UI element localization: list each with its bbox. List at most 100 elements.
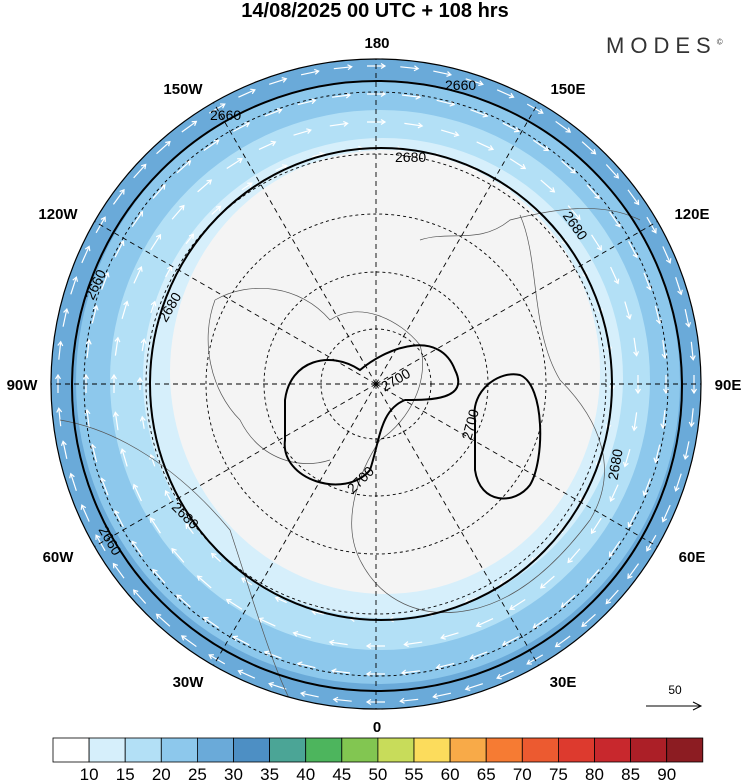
wind-arrow <box>469 651 488 660</box>
wind-arrow <box>332 696 352 703</box>
wind-arrow <box>464 683 484 691</box>
wind-arrow <box>567 205 581 221</box>
wind-arrow <box>210 552 221 563</box>
contour-label: 2680 <box>395 149 426 165</box>
lon-label-30e: 30E <box>550 674 577 691</box>
lon-label-120e: 120E <box>674 206 709 223</box>
wind-arrow <box>567 548 581 564</box>
wind-arrow <box>62 307 69 327</box>
wind-arrow <box>654 305 662 325</box>
wind-arrow <box>171 204 185 220</box>
wind-arrow <box>60 440 68 460</box>
wind-arrow <box>225 598 243 610</box>
longitude-labels: 180 150W 150E 120W 120E 90W 90E 60W 60E … <box>7 35 742 736</box>
colorbar-label: 10 <box>80 765 99 782</box>
height-contours <box>71 80 683 692</box>
wind-arrow <box>275 164 288 171</box>
colorbar-swatch <box>160 737 198 763</box>
wind-arrow <box>197 179 213 193</box>
meridian-line <box>375 221 658 385</box>
contour-2680 <box>149 147 613 621</box>
modes-logo: MODES© <box>606 33 723 59</box>
wind-arrow <box>605 164 620 179</box>
wind-arrow <box>112 411 119 431</box>
wind-arrow <box>509 599 526 610</box>
wind-arrow <box>683 441 690 461</box>
logo-text: MODES <box>606 33 717 58</box>
wind-arrow <box>631 412 638 432</box>
wind-arrow <box>56 407 63 427</box>
wind-arrow <box>80 504 90 522</box>
wind-arrow <box>642 478 651 497</box>
lon-label-60w: 60W <box>43 549 75 566</box>
contour-label: 2660 <box>210 107 241 123</box>
wind-arrow <box>85 338 92 359</box>
wind-arrow <box>661 504 671 523</box>
reference-arrowhead <box>692 701 703 711</box>
wind-arrow <box>333 64 353 71</box>
contour-2700-west <box>283 344 459 486</box>
wind-arrow <box>532 139 550 152</box>
lon-label-0: 0 <box>373 719 381 736</box>
meridian-line <box>94 221 377 385</box>
wind-arrow <box>150 517 161 534</box>
wind-arrow <box>661 340 668 360</box>
colorbar-swatch <box>521 737 559 763</box>
wind-arrow <box>258 140 277 150</box>
wind-arrow <box>465 78 484 87</box>
wind-arrow <box>404 122 424 129</box>
colorbar-label: 70 <box>513 765 532 782</box>
wind-arrow <box>114 336 121 356</box>
meridian-line <box>375 383 539 666</box>
wind-arrow <box>181 120 198 133</box>
wind-arrow <box>292 631 311 639</box>
wind-arrow <box>433 70 453 77</box>
lon-label-180: 180 <box>364 35 389 52</box>
graticule <box>51 59 701 709</box>
coastline-path <box>214 214 605 613</box>
wind-arrow <box>164 490 172 502</box>
wind-arrow <box>185 233 195 245</box>
wind-arrow <box>237 669 256 679</box>
wind-arrow <box>470 109 489 118</box>
wind-arrow <box>70 276 79 295</box>
wind-arrow <box>688 408 695 428</box>
colorbar-swatch <box>594 737 631 763</box>
colorbar-swatch <box>196 737 234 763</box>
wind-arrow <box>156 140 171 155</box>
wind-arrow <box>149 453 156 467</box>
wind-arrow <box>501 636 520 646</box>
colorbar-swatch <box>485 737 523 763</box>
wind-arrow <box>226 158 243 169</box>
wind-arrow <box>180 635 197 648</box>
lon-label-150w: 150W <box>163 81 203 98</box>
contour-2700-east <box>473 373 542 500</box>
wind-arrow <box>496 89 515 99</box>
wind-arrow <box>581 613 596 628</box>
wind-arrow <box>202 616 220 629</box>
wind-arrow <box>509 158 527 170</box>
wind-arrow <box>176 594 191 608</box>
colorbar-label: 50 <box>368 765 387 782</box>
colorbar-swatch <box>630 737 668 763</box>
wind-arrow <box>662 246 672 264</box>
meridian-line <box>375 383 658 547</box>
meridian-line <box>375 102 539 385</box>
map-title: 14/08/2025 00 UTC + 108 hrs <box>241 0 509 22</box>
wind-arrow <box>165 265 173 278</box>
wind-arrow <box>605 589 619 605</box>
colorbar-swatch <box>413 737 451 763</box>
colorbar-swatch <box>233 737 270 763</box>
wind-arrow <box>581 141 597 155</box>
lon-label-30w: 30W <box>173 674 205 691</box>
wind-arrow <box>555 120 572 133</box>
wind-arrow <box>554 635 571 648</box>
colorbar-swatch <box>558 737 595 763</box>
colorbar-label: 75 <box>549 765 568 782</box>
wind-arrow <box>675 276 683 296</box>
colorbar-label: 65 <box>477 765 496 782</box>
coastline-path <box>207 299 331 464</box>
wind-arrow <box>121 300 129 319</box>
